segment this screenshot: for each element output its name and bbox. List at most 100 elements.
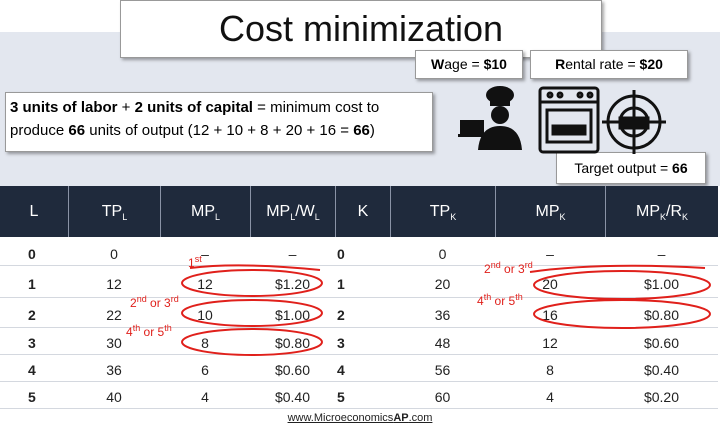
text: Target output =	[574, 160, 673, 176]
annotation-text: 1	[188, 256, 195, 270]
table-cell: $0.80	[274, 335, 311, 351]
annotation: 4th or 5th	[126, 323, 172, 339]
annotation-text: th	[483, 292, 492, 302]
annotation-text: nd	[490, 260, 501, 270]
text: $20	[639, 56, 663, 72]
table-cell: –	[288, 246, 297, 262]
rental-box: Rental rate = $20	[530, 50, 688, 79]
table-cell: 20	[542, 276, 558, 292]
chef-icon	[458, 86, 522, 150]
text: age =	[444, 56, 484, 72]
header-text: L	[29, 203, 39, 220]
table-cell: –	[546, 246, 554, 262]
column-header: MPL/WL	[250, 186, 335, 237]
table-cell: $1.00	[274, 307, 311, 323]
highlight-ellipse	[181, 269, 323, 297]
header-text: MP	[635, 203, 660, 220]
header-text: K	[357, 203, 369, 220]
header-text: L	[122, 212, 128, 223]
header-text: K	[450, 212, 457, 223]
table-cell: 20	[434, 276, 451, 292]
table-cell: 0	[337, 246, 345, 262]
annotation-text: 2	[484, 262, 491, 276]
row-divider	[0, 408, 718, 409]
table-cell: –	[201, 246, 209, 262]
table-cell: 8	[201, 335, 209, 351]
table-cell: 36	[106, 362, 122, 378]
table-cell: 4	[201, 389, 209, 405]
table-cell: 6	[201, 362, 209, 378]
text: www.Microeconomics	[287, 412, 394, 424]
wage-box: Wage = $10	[415, 50, 523, 79]
row-divider	[0, 354, 718, 355]
annotation-text: 4	[477, 294, 484, 308]
highlight-ellipse	[181, 299, 323, 327]
table-cell: 2	[337, 307, 345, 323]
table-cell: 0	[28, 246, 36, 262]
header-text: L	[314, 212, 320, 223]
table-cell: –	[657, 246, 666, 262]
table-cell: 2	[28, 307, 36, 323]
text: .com	[408, 412, 433, 424]
column-header: MPK	[495, 186, 605, 237]
footer: www.MicroeconomicsAP.com	[0, 412, 720, 424]
header-text: K	[659, 212, 666, 223]
text: )	[369, 122, 375, 139]
annotation-text: or 5	[491, 294, 516, 308]
table-cell: 4	[546, 389, 554, 405]
table-cell: 1	[337, 276, 345, 292]
header-text: K	[682, 212, 689, 223]
column-header: TPK	[390, 186, 495, 237]
highlight-ellipse	[533, 299, 711, 329]
statement-box: 3 units of labor + 2 units of capital = …	[5, 92, 433, 152]
text: ental rate =	[565, 56, 640, 72]
table-cell: 30	[106, 335, 122, 351]
annotation-text: rd	[524, 260, 533, 270]
table-cell: 0	[110, 246, 118, 262]
text: units of output (12 + 10 + 8 + 20 + 16 =	[85, 122, 354, 139]
header-text: L	[290, 212, 296, 223]
annotation-text: th	[515, 292, 523, 302]
table-cell: 40	[106, 389, 122, 405]
text: 66	[68, 122, 86, 139]
table-cell: $1.20	[274, 276, 311, 292]
table-cell: 10	[197, 307, 213, 323]
annotation: 2nd or 3rd	[130, 294, 179, 310]
highlight-ellipse	[533, 270, 711, 300]
text: 66	[672, 160, 688, 176]
annotation-text: nd	[136, 294, 147, 304]
title: Cost minimization	[120, 0, 602, 58]
table-cell: 16	[542, 307, 558, 323]
table-cell: 36	[434, 307, 451, 323]
text: 66	[353, 122, 370, 139]
annotation-text: 2	[130, 296, 137, 310]
target-box: Target output = 66	[556, 152, 706, 184]
table-header	[0, 186, 718, 237]
annotation: 1st	[188, 254, 202, 270]
annotation-text: th	[164, 323, 172, 333]
table-cell: 12	[106, 276, 122, 292]
annotation-text: or 3	[500, 262, 525, 276]
table-cell: 12	[197, 276, 213, 292]
header-text: L	[214, 212, 220, 223]
column-header: MPL	[160, 186, 250, 237]
annotation-text: or 3	[146, 296, 171, 310]
header-text: /R	[666, 203, 682, 220]
text: AP	[393, 412, 409, 424]
table-cell: 56	[434, 362, 451, 378]
text: $10	[483, 56, 507, 72]
text: 3 units of labor	[10, 99, 118, 116]
column-header: MPK/RK	[605, 186, 718, 237]
table-cell: $0.80	[643, 307, 680, 323]
highlight-ellipse	[181, 328, 323, 356]
text: = minimum cost to produce	[10, 99, 380, 139]
table-cell: 0	[438, 246, 447, 262]
table-cell: 8	[546, 362, 554, 378]
text: W	[431, 56, 445, 72]
column-header: K	[335, 186, 390, 237]
row-divider	[0, 265, 718, 266]
header-text: MP	[190, 203, 215, 220]
annotation-text: rd	[170, 294, 179, 304]
